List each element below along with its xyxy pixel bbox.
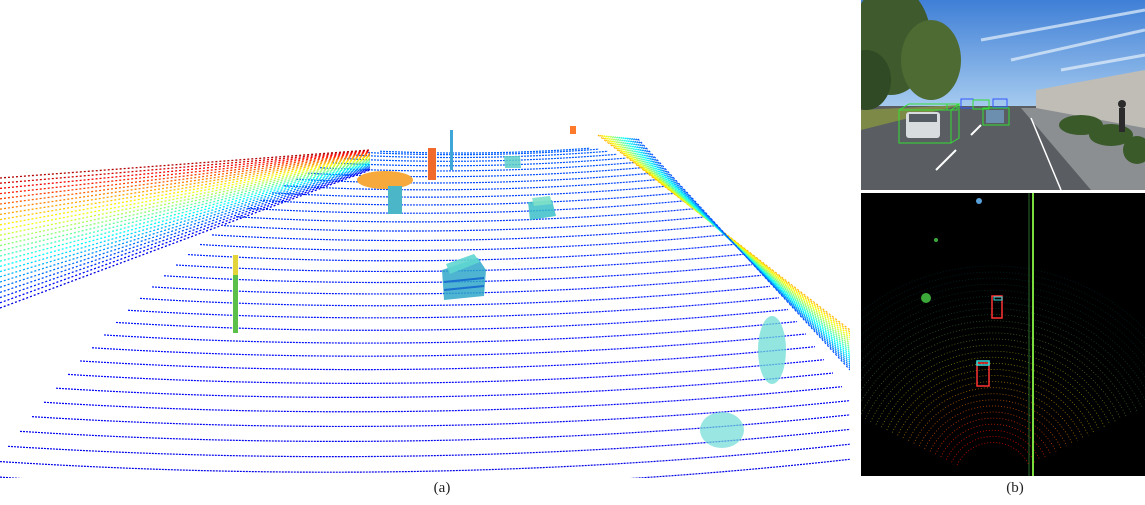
birds-eye-view <box>861 193 1145 476</box>
trees-left <box>861 0 961 110</box>
pole-point-cluster-left <box>233 255 238 333</box>
3d-box-car-far-3 <box>992 98 1008 108</box>
lane-marking-right <box>1030 117 1062 190</box>
bev-range-arcs <box>861 265 1145 466</box>
lane-marking <box>935 124 982 171</box>
point-cloud-objects <box>233 126 786 448</box>
caption-panel-b: (b) <box>1006 480 1024 496</box>
pedestrian <box>1118 100 1126 132</box>
3d-box-car-near-edges <box>898 103 961 144</box>
3d-box-car-mid <box>982 107 1010 126</box>
bev-background <box>861 193 1145 476</box>
bev-box-near-cyan <box>976 360 990 366</box>
caption-panel-a: (a) <box>433 480 451 496</box>
car-near <box>906 112 940 138</box>
bev-box-near-red <box>976 362 990 387</box>
camera-image <box>861 0 1145 190</box>
lidar-point-cloud-view <box>0 126 850 478</box>
3d-box-car-far-2 <box>972 99 990 110</box>
right-roadside-points <box>597 134 850 371</box>
car-point-cluster-near <box>442 254 486 300</box>
3d-box-car-near <box>898 109 952 144</box>
left-roadside-points <box>0 149 371 309</box>
3d-box-car-far-4 <box>946 103 958 111</box>
bush-point-cluster-right <box>700 316 786 448</box>
ego-vehicle-blind-zone <box>959 449 1027 476</box>
pole-point-cluster-center <box>428 126 576 180</box>
bev-box-far-red <box>991 295 1003 319</box>
bev-box-far-cyan <box>993 296 1003 301</box>
car-mid <box>986 110 1004 123</box>
car-point-cluster-far <box>504 156 521 168</box>
car-point-cluster-mid <box>528 196 556 220</box>
bev-points-left <box>921 198 982 303</box>
cloud-streaks <box>980 8 1145 72</box>
right-wall <box>1036 70 1145 128</box>
tree-point-cluster-left <box>357 171 413 214</box>
